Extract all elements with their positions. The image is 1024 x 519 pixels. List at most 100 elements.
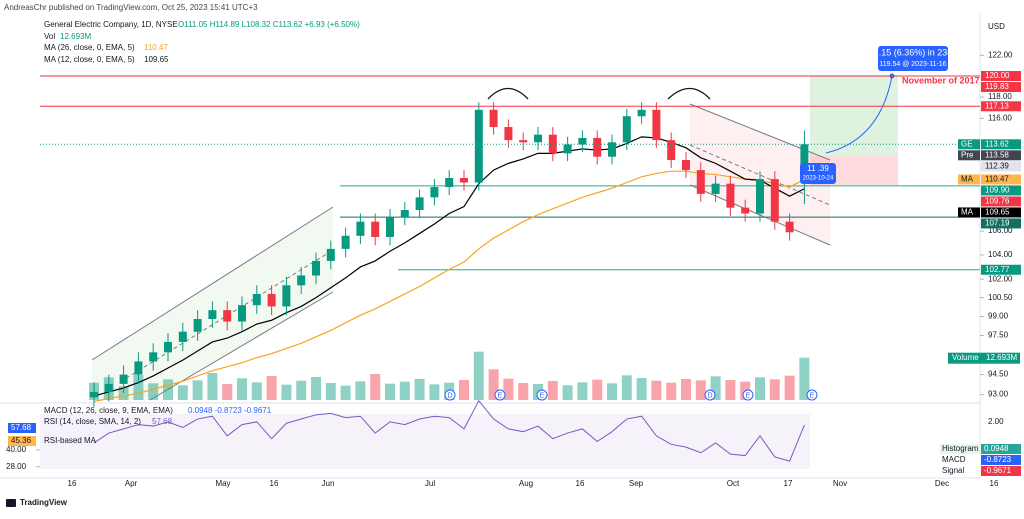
candle-body <box>756 179 764 214</box>
candle-body <box>149 352 158 362</box>
macd-legend-box <box>940 455 1020 465</box>
axis-tag <box>981 207 1021 218</box>
candle-body <box>800 144 809 173</box>
x-tick-label: Oct <box>727 479 740 488</box>
axis-tag-label: 109.76 <box>985 197 1010 206</box>
candle-body <box>667 140 676 161</box>
channel-mid <box>689 144 831 206</box>
entry-text: 11 .39 <box>807 164 829 173</box>
axis-tag <box>981 185 1021 196</box>
y-tick-label: 118.00 <box>988 92 1012 101</box>
volume-bar <box>503 378 514 400</box>
volume-tag <box>948 352 1020 364</box>
rsi-value: 57.68 <box>152 417 173 426</box>
volume-bar <box>607 383 617 400</box>
rsi-tag-text: 57.68 <box>11 423 32 432</box>
volume-bar <box>592 379 603 400</box>
candle-body <box>460 177 468 183</box>
macd-legend-value: -0.9671 <box>984 466 1012 475</box>
macd-legend-value-box <box>981 455 1021 465</box>
axis-tag <box>981 264 1021 275</box>
macd-legend-value-box <box>981 466 1021 476</box>
event-marker <box>704 389 716 401</box>
event-label: E <box>810 392 815 399</box>
candle-body <box>326 248 335 261</box>
x-tick-label: 16 <box>990 479 999 488</box>
ma26-value: 110.47 <box>144 43 168 52</box>
volume-bar <box>725 380 736 400</box>
y-tick-label: 97.50 <box>988 331 1009 340</box>
target-zone <box>810 75 898 156</box>
macd-values: 0.0948 -0.8723 -0.9671 <box>188 406 272 415</box>
volume-bar <box>755 377 765 400</box>
entry-callout <box>800 163 836 184</box>
candle-body <box>504 127 513 141</box>
shoulder-arc <box>487 87 529 100</box>
macd-legend-value: -0.8723 <box>984 455 1012 464</box>
axis-tag-label: 113.58 <box>985 150 1009 159</box>
candle-body <box>252 293 261 306</box>
candle-body <box>652 109 661 141</box>
volume-bar <box>769 379 780 400</box>
volume-bar <box>311 377 321 400</box>
y-tick-label: 100.50 <box>988 293 1013 302</box>
candle-body <box>519 140 528 143</box>
tag-name: Pre <box>961 150 974 159</box>
macd-scale: 2.00 <box>988 417 1004 426</box>
candle-body <box>356 221 365 236</box>
candle-body <box>267 293 276 307</box>
candle-body <box>371 221 380 237</box>
volume-bar <box>281 384 292 400</box>
event-label: D <box>707 392 712 399</box>
candle-body <box>223 310 232 322</box>
ma12-label: MA (12, close, 0, EMA, 5) <box>44 55 135 64</box>
rsi-line <box>93 399 805 462</box>
entry-sub: 2023-10-24 <box>803 176 834 182</box>
y-tick-label: 116.00 <box>988 113 1012 122</box>
macd-legend-value-box <box>981 444 1021 454</box>
candle-body <box>578 137 587 145</box>
volume-bar <box>636 378 647 400</box>
candle-body <box>682 160 690 171</box>
volume-bar <box>163 379 173 400</box>
candle-body <box>341 235 350 249</box>
candle-body <box>474 109 483 183</box>
volume-bar <box>562 385 573 400</box>
tag-name-box <box>958 139 980 150</box>
axis-tag <box>981 196 1021 207</box>
volume-bar <box>296 380 307 400</box>
x-tick-label: Jun <box>322 479 335 488</box>
volume-bar <box>651 380 662 400</box>
y-tick-label: 102.00 <box>988 274 1013 283</box>
event-label: E <box>540 392 545 399</box>
candle-body <box>208 310 217 319</box>
macd-legend-value: 0.0948 <box>984 444 1009 453</box>
macd-name: MACD (12, 26, close, 9, EMA, EMA) <box>44 406 173 415</box>
axis-tag-label: 109.65 <box>985 208 1010 217</box>
candle-body <box>608 142 616 157</box>
ma26-label: MA (26, close, 0, EMA, 5) <box>44 43 135 52</box>
candle-body <box>785 221 794 233</box>
target-text: 7.15 (6.36%) in 23d <box>874 47 953 57</box>
axis-tag-label: 109.90 <box>985 186 1010 195</box>
x-tick-label: 17 <box>784 479 793 488</box>
candle-body <box>445 177 454 188</box>
macd-legend-name: MACD <box>942 455 966 464</box>
x-tick-label: May <box>215 479 230 488</box>
axis-tag <box>981 150 1021 161</box>
axis-tag-label: 102.77 <box>985 265 1010 274</box>
volume-bar <box>266 376 277 400</box>
candle-body <box>548 134 557 154</box>
axis-tag <box>981 139 1021 150</box>
x-tick-label: Nov <box>833 479 847 488</box>
event-marker <box>444 389 456 401</box>
volume-bar <box>518 383 529 400</box>
candle-body <box>741 207 750 214</box>
x-tick-label: 16 <box>68 479 77 488</box>
event-label: E <box>746 392 751 399</box>
main-pane: 122.00 118.00 116.00 106.00 104.00 102.00 100.… <box>6 50 1021 488</box>
volume-bar <box>385 383 395 400</box>
candle-body <box>90 391 98 398</box>
volume-bar <box>177 385 188 400</box>
target-callout <box>878 46 948 71</box>
